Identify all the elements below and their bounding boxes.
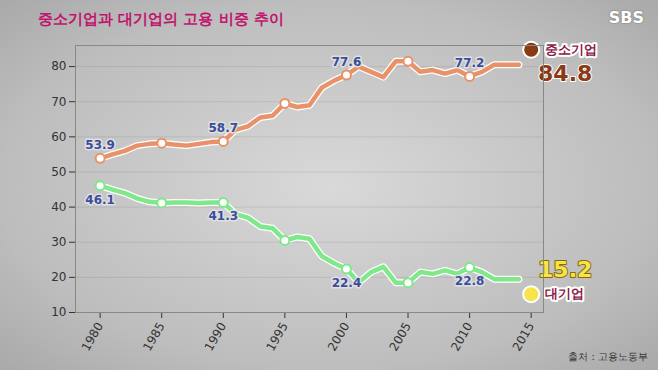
- svg-text:58.7: 58.7: [208, 121, 238, 135]
- svg-text:77.2: 77.2: [455, 56, 485, 70]
- svg-text:80: 80: [51, 59, 66, 73]
- svg-text:22.8: 22.8: [455, 274, 485, 288]
- svg-text:46.1: 46.1: [85, 193, 115, 207]
- svg-text:50: 50: [51, 165, 66, 179]
- html-text:출처 : 고용노동부: 출처 : 고용노동부: [568, 351, 648, 362]
- svg-text:41.3: 41.3: [208, 209, 238, 223]
- svg-text:30: 30: [51, 235, 66, 249]
- svg-text:60: 60: [51, 130, 66, 144]
- svg-text:2010: 2010: [448, 320, 475, 353]
- svg-text:10: 10: [51, 305, 66, 319]
- svg-text:1990: 1990: [202, 320, 229, 353]
- svg-text:15.2: 15.2: [538, 257, 592, 282]
- svg-text:70: 70: [51, 95, 66, 109]
- svg-text:20: 20: [51, 270, 66, 284]
- svg-text:22.4: 22.4: [332, 276, 362, 290]
- svg-text:1985: 1985: [140, 320, 167, 353]
- svg-text:대기업: 대기업: [545, 286, 584, 301]
- svg-text:중소기업: 중소기업: [545, 42, 597, 57]
- svg-text:40: 40: [51, 200, 66, 214]
- svg-text:1980: 1980: [79, 320, 106, 353]
- svg-text:1995: 1995: [263, 320, 290, 353]
- svg-text:2005: 2005: [387, 320, 414, 353]
- svg-text:77.6: 77.6: [332, 55, 362, 69]
- svg-text:53.9: 53.9: [85, 138, 115, 152]
- svg-text:2000: 2000: [325, 320, 352, 353]
- html-text:중소기업과 대기업의 고용 비중 추이: 중소기업과 대기업의 고용 비중 추이: [38, 10, 284, 28]
- svg-text:84.8: 84.8: [538, 61, 592, 86]
- html-text:SBS: SBS: [608, 8, 644, 27]
- svg-text:2015: 2015: [510, 320, 537, 353]
